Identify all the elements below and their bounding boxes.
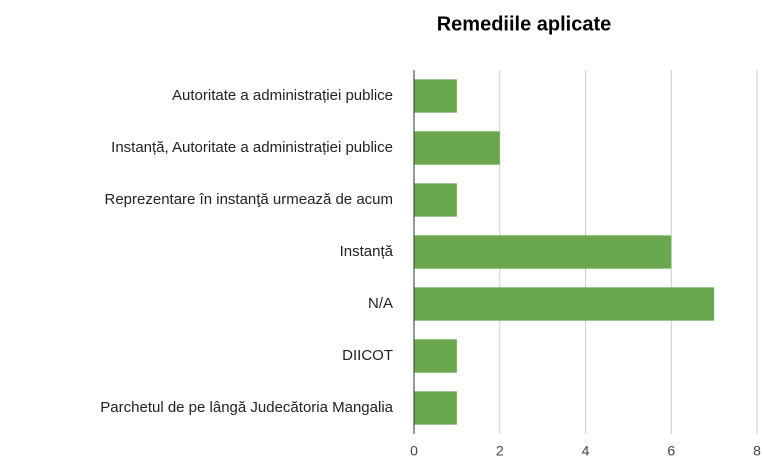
y-tick-label: N/A — [368, 295, 393, 312]
y-tick-label: Reprezentare în instanţă urmează de acum — [105, 191, 394, 208]
x-tick-label: 4 — [582, 443, 590, 459]
y-tick-label: DIICOT — [342, 347, 393, 364]
bar — [414, 287, 715, 321]
bar — [414, 391, 457, 425]
x-tick-label: 2 — [496, 443, 504, 459]
y-tick-label: Autoritate a administrației publice — [172, 87, 393, 104]
y-tick-label: Parchetul de pe lângă Judecătoria Mangal… — [100, 399, 393, 416]
bar — [414, 235, 672, 269]
bar — [414, 183, 457, 217]
y-tick-label: Instanță — [340, 243, 394, 260]
bar — [414, 79, 457, 113]
bar — [414, 339, 457, 373]
y-tick-label: Instanță, Autoritate a administrației pu… — [111, 139, 393, 156]
bar — [414, 131, 500, 165]
x-tick-label: 0 — [410, 443, 418, 459]
x-tick-label: 8 — [753, 443, 761, 459]
chart-title: Remediile aplicate — [437, 13, 612, 35]
x-tick-label: 6 — [667, 443, 675, 459]
